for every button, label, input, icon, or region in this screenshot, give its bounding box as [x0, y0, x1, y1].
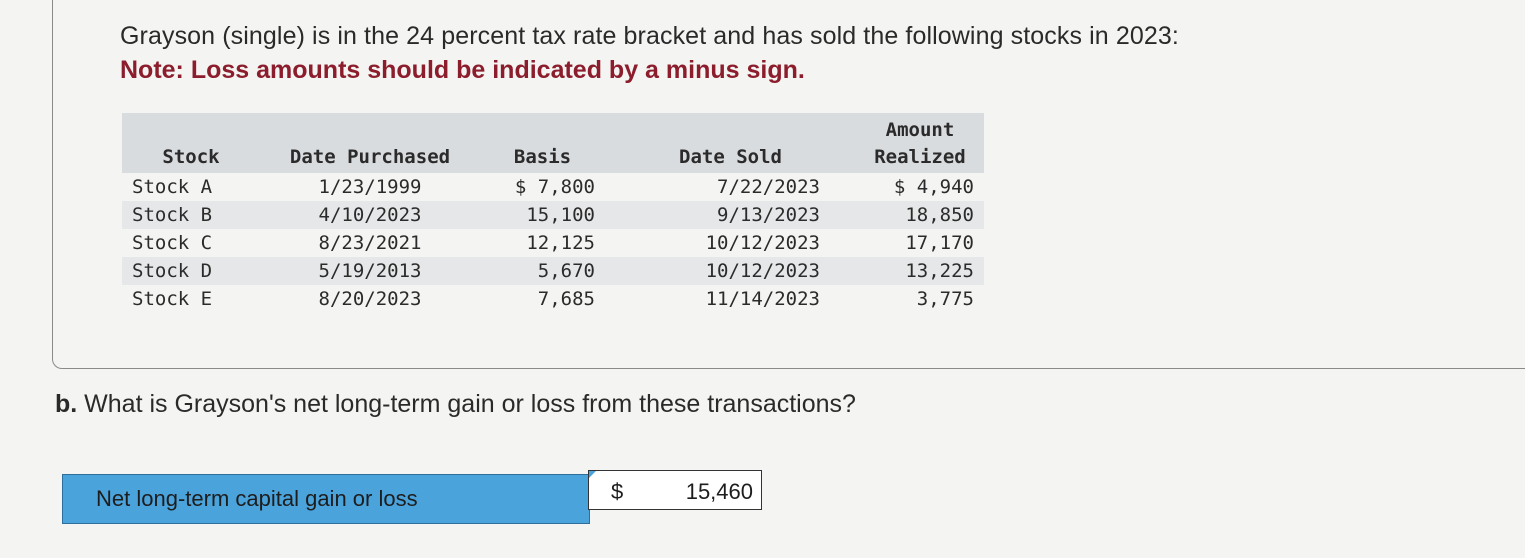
cell-amount-realized: 13,225 — [856, 257, 984, 285]
loss-note: Note: Loss amounts should be indicated b… — [120, 56, 805, 84]
table-row: Stock C 8/23/2021 12,125 10/12/2023 17,1… — [122, 229, 984, 257]
table-row: Stock E 8/20/2023 7,685 11/14/2023 3,775 — [122, 285, 984, 313]
cell-date-sold: 10/12/2023 — [605, 257, 856, 285]
cell-basis: 12,125 — [526, 232, 595, 254]
question-b: b. What is Grayson's net long-term gain … — [55, 390, 856, 419]
question-text: What is Grayson's net long-term gain or … — [84, 390, 856, 418]
header-date-purchased: Date Purchased — [289, 146, 451, 168]
cell-date-sold: 11/14/2023 — [705, 288, 820, 310]
answer-label: Net long-term capital gain or loss — [62, 474, 590, 524]
header-amount-line2: Realized — [874, 146, 966, 168]
cell-stock: Stock B — [122, 201, 260, 229]
cell-date-sold: 10/12/2023 — [705, 232, 820, 254]
cell-date-purchased: 8/23/2021 — [318, 232, 422, 254]
flag-icon — [589, 471, 596, 478]
problem-intro: Grayson (single) is in the 24 percent ta… — [120, 22, 1179, 50]
table-row: Stock A 1/23/1999 $ 7,800 7/22/2023 $ 4,… — [122, 173, 984, 201]
answer-input[interactable]: $ 15,460 — [588, 470, 762, 510]
header-stock: Stock — [162, 146, 220, 168]
cell-date-purchased: 4/10/2023 — [260, 201, 480, 229]
cell-stock: Stock A — [132, 176, 213, 198]
cell-stock: Stock D — [122, 257, 260, 285]
stocks-table: Stock Date Purchased Basis Date Sold Amo… — [122, 113, 984, 313]
question-prefix: b. — [55, 390, 78, 418]
table-header-row: Stock Date Purchased Basis Date Sold Amo… — [122, 113, 984, 173]
answer-value[interactable]: 15,460 — [685, 479, 753, 504]
cell-basis: $ 7,800 — [514, 176, 595, 198]
cell-basis: 5,670 — [480, 257, 605, 285]
cell-amount-realized: $ 4,940 — [893, 176, 974, 198]
cell-amount-realized: 17,170 — [905, 232, 974, 254]
table-row: Stock D 5/19/2013 5,670 10/12/2023 13,22… — [122, 257, 984, 285]
table-row: Stock B 4/10/2023 15,100 9/13/2023 18,85… — [122, 201, 984, 229]
header-amount-line1: Amount — [885, 119, 955, 141]
cell-date-sold: 9/13/2023 — [605, 201, 856, 229]
header-date-sold: Date Sold — [679, 146, 782, 168]
cell-stock: Stock C — [132, 232, 213, 254]
header-basis: Basis — [513, 146, 572, 168]
problem-panel — [52, 0, 1525, 369]
cell-date-purchased: 8/20/2023 — [318, 288, 422, 310]
currency-symbol: $ — [611, 479, 624, 504]
cell-amount-realized: 3,775 — [916, 288, 974, 310]
cell-date-purchased: 1/23/1999 — [318, 176, 422, 198]
cell-amount-realized: 18,850 — [856, 201, 984, 229]
cell-stock: Stock E — [132, 288, 213, 310]
cell-date-sold: 7/22/2023 — [717, 176, 820, 198]
header-amount-realized: Amount Realized — [856, 113, 984, 173]
cell-date-purchased: 5/19/2013 — [260, 257, 480, 285]
cell-basis: 7,685 — [537, 288, 595, 310]
cell-basis: 15,100 — [480, 201, 605, 229]
answer-row: Net long-term capital gain or loss $ 15,… — [62, 470, 762, 524]
